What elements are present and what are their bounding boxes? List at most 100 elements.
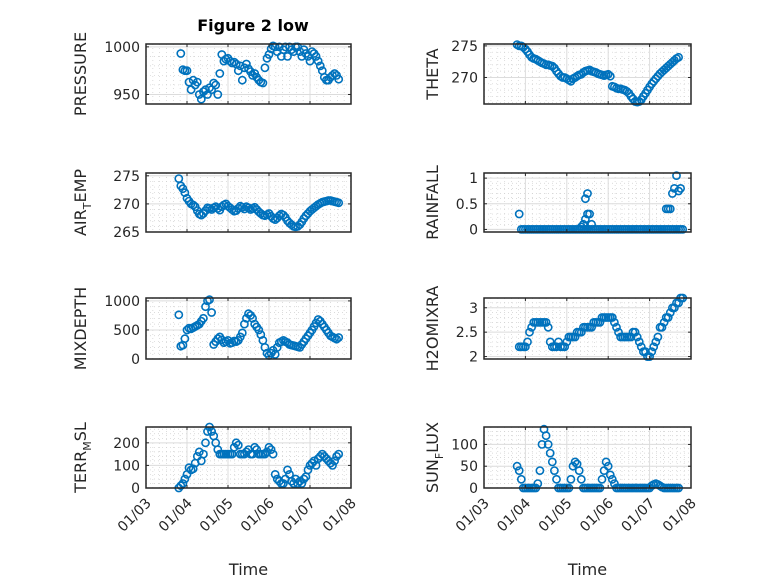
data-point	[541, 317, 551, 327]
data-point	[250, 442, 260, 452]
data-point	[239, 204, 249, 214]
data-point	[311, 52, 321, 61]
data-point	[579, 219, 588, 229]
data-point	[231, 438, 241, 448]
y-axis-label-subscript: T	[81, 202, 94, 210]
data-point	[334, 74, 344, 84]
data-point	[180, 474, 190, 484]
data-point	[632, 332, 642, 342]
data-point	[203, 427, 212, 436]
data-point	[334, 333, 344, 342]
data-point	[176, 49, 186, 58]
data-point	[674, 52, 683, 62]
data-point	[601, 457, 611, 467]
data-point	[543, 322, 553, 332]
data-point	[237, 202, 247, 212]
y-axis-label: AIRTEMP	[71, 169, 94, 236]
data-point	[207, 308, 216, 317]
data-point	[605, 71, 615, 81]
data-point	[610, 317, 619, 327]
data-point	[514, 209, 524, 219]
data-point	[607, 474, 617, 484]
data-point	[603, 69, 613, 79]
data-point	[188, 200, 198, 210]
y-axis-label-main: THETA	[423, 48, 442, 100]
data-point	[525, 327, 534, 337]
y-tick-label: 270	[451, 70, 478, 86]
axes-frame	[483, 426, 692, 489]
data-point	[583, 189, 592, 198]
data-point	[237, 75, 247, 85]
data-point	[213, 90, 223, 99]
data-point	[293, 479, 303, 488]
data-point	[657, 322, 667, 332]
data-point	[541, 431, 551, 441]
data-point	[332, 334, 341, 344]
data-point	[647, 347, 657, 357]
data-point	[196, 94, 206, 104]
x-tick-label: 01/04	[494, 495, 534, 535]
data-point	[207, 427, 216, 436]
axes-frame	[145, 426, 352, 489]
data-point	[574, 466, 584, 475]
data-point	[566, 474, 576, 484]
y-axis-label-main: MIXDEPTH	[71, 287, 90, 370]
data-point	[305, 56, 315, 66]
x-tick-label: 01/05	[536, 495, 576, 535]
data-point	[178, 479, 188, 488]
y-axis-label-main: AIR	[71, 209, 90, 236]
data-point	[283, 465, 292, 475]
data-point	[229, 57, 239, 67]
data-point	[330, 69, 339, 78]
data-point	[607, 313, 617, 322]
y-tick-label: 950	[113, 87, 140, 103]
data-point	[330, 456, 339, 466]
data-point	[328, 71, 337, 80]
subplot-6: 2 2.5 3 H2OMIXRA	[423, 286, 692, 371]
data-point	[328, 460, 337, 470]
data-point	[651, 74, 661, 84]
x-tick-label: 01/07	[619, 495, 659, 535]
y-axis-label: TERRMSL	[71, 422, 94, 494]
y-axis-label-main: TERR	[71, 451, 90, 494]
y-axis-label-rest: LUX	[423, 422, 442, 453]
data-point	[552, 342, 561, 352]
y-tick-label: 1000	[104, 294, 140, 310]
data-point	[254, 325, 264, 335]
data-point	[192, 77, 202, 87]
data-point	[649, 342, 659, 352]
y-tick-label: 275	[451, 39, 478, 55]
data-point	[260, 449, 270, 459]
y-tick-label: 0	[131, 481, 140, 497]
data-point	[260, 63, 270, 73]
data-point	[237, 328, 247, 338]
data-point	[315, 61, 325, 71]
data-point	[241, 59, 251, 69]
data-point	[535, 466, 545, 475]
y-axis-label-rest: EMP	[71, 169, 90, 203]
data-point	[332, 451, 341, 461]
y-tick-label: 200	[113, 436, 140, 452]
data-point	[182, 66, 192, 76]
figure-title: Figure 2 low	[197, 16, 309, 35]
data-point	[283, 52, 292, 61]
y-axis-label: PRESSURE	[71, 32, 90, 116]
x-axis-label: Time	[567, 560, 607, 579]
data-point	[547, 61, 557, 71]
data-point	[186, 85, 196, 95]
x-tick-label: 01/08	[660, 495, 700, 535]
axes-frame	[145, 172, 352, 233]
y-tick-label: 270	[113, 197, 140, 213]
data-point	[264, 442, 274, 452]
data-point	[612, 322, 621, 332]
axes-frame	[145, 43, 352, 105]
x-tick-label: 01/07	[279, 495, 319, 535]
data-point	[278, 479, 288, 488]
data-point	[215, 69, 225, 78]
data-point	[188, 464, 198, 474]
data-point	[630, 327, 640, 337]
data-point	[537, 439, 547, 449]
data-point	[205, 295, 214, 305]
